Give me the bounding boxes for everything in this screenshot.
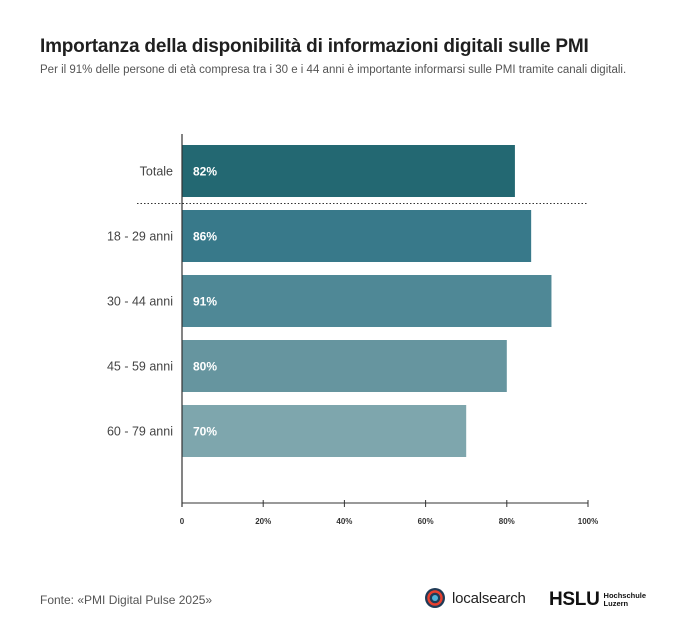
bar bbox=[182, 275, 552, 327]
x-tick-label: 60% bbox=[418, 517, 434, 526]
page-title: Importanza della disponibilità di inform… bbox=[40, 36, 589, 57]
source-note: Fonte: «PMI Digital Pulse 2025» bbox=[40, 593, 213, 607]
bar bbox=[182, 145, 515, 197]
hslu-logo-text: HSLU bbox=[549, 589, 600, 610]
bar bbox=[182, 405, 467, 457]
x-tick-label: 80% bbox=[499, 517, 515, 526]
bar-value-label: 82% bbox=[193, 165, 217, 179]
category-label: 45 - 59 anni bbox=[107, 360, 173, 374]
bar-value-label: 70% bbox=[193, 425, 217, 439]
x-tick-label: 40% bbox=[336, 517, 352, 526]
bar bbox=[182, 340, 507, 392]
category-label: Totale bbox=[140, 165, 173, 179]
category-label: 18 - 29 anni bbox=[107, 230, 173, 244]
localsearch-logo-text: localsearch bbox=[452, 589, 526, 607]
category-label: 30 - 44 anni bbox=[107, 295, 173, 309]
hslu-logo: HSLU Hochschule Luzern bbox=[549, 589, 646, 611]
x-tick-label: 100% bbox=[578, 517, 598, 526]
category-label: 60 - 79 anni bbox=[107, 425, 173, 439]
x-tick-label: 20% bbox=[255, 517, 271, 526]
hslu-logo-subtext: Hochschule Luzern bbox=[604, 592, 647, 608]
page-subtitle: Per il 91% delle persone di età compresa… bbox=[40, 64, 627, 76]
x-tick-label: 0 bbox=[180, 517, 185, 526]
bar-value-label: 80% bbox=[193, 360, 217, 374]
localsearch-logo-icon bbox=[425, 588, 445, 608]
hslu-logo-line2: Luzern bbox=[603, 599, 629, 608]
bar bbox=[182, 210, 532, 262]
hslu-logo-line1: Hochschule bbox=[603, 591, 647, 600]
bar-value-label: 86% bbox=[193, 230, 217, 244]
bar-value-label: 91% bbox=[193, 295, 217, 309]
localsearch-logo: localsearch bbox=[424, 587, 526, 609]
